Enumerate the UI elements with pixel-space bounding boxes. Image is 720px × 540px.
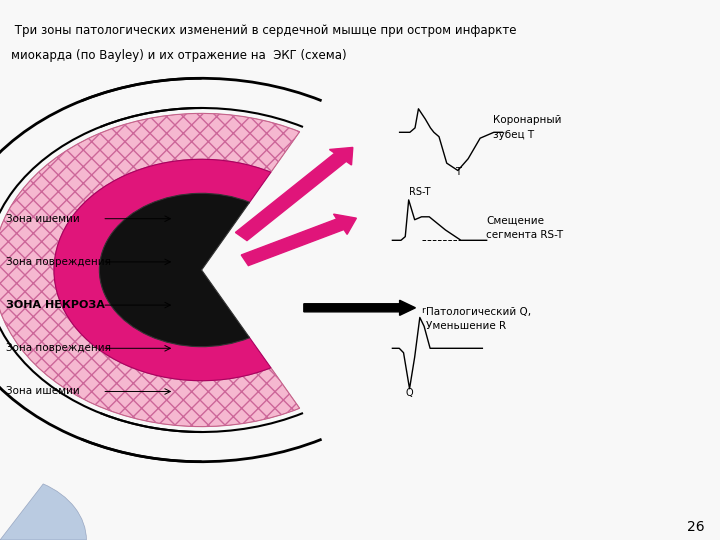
FancyArrow shape (241, 214, 356, 266)
Text: Зона ишемии: Зона ишемии (6, 387, 79, 396)
Wedge shape (0, 113, 300, 427)
Text: миокарда (по Bayley) и их отражение на  ЭКГ (схема): миокарда (по Bayley) и их отражение на Э… (11, 49, 346, 62)
Text: сегмента RS-T: сегмента RS-T (486, 230, 563, 240)
Text: Коронарный: Коронарный (493, 114, 562, 125)
Wedge shape (54, 159, 271, 381)
Wedge shape (0, 484, 86, 540)
FancyArrow shape (304, 300, 415, 315)
Text: Уменьшение R: Уменьшение R (426, 321, 505, 332)
Text: зубец Т: зубец Т (493, 130, 534, 140)
Text: Зона повреждения: Зона повреждения (6, 257, 111, 267)
Text: T: T (455, 167, 461, 177)
FancyArrow shape (235, 147, 353, 241)
Text: ЗОНА НЕКРОЗА: ЗОНА НЕКРОЗА (6, 300, 104, 310)
Text: r: r (421, 306, 425, 315)
Wedge shape (99, 193, 250, 347)
Text: Три зоны патологических изменений в сердечной мышце при остром инфаркте: Три зоны патологических изменений в серд… (11, 24, 516, 37)
Text: Q: Q (406, 388, 413, 398)
Text: Зона повреждения: Зона повреждения (6, 343, 111, 353)
Text: Зона ишемии: Зона ишемии (6, 214, 79, 224)
Text: RS-T: RS-T (409, 187, 430, 197)
Text: Смещение: Смещение (486, 215, 544, 225)
Text: 26: 26 (687, 519, 704, 534)
Text: Патологический Q,: Патологический Q, (426, 307, 531, 317)
